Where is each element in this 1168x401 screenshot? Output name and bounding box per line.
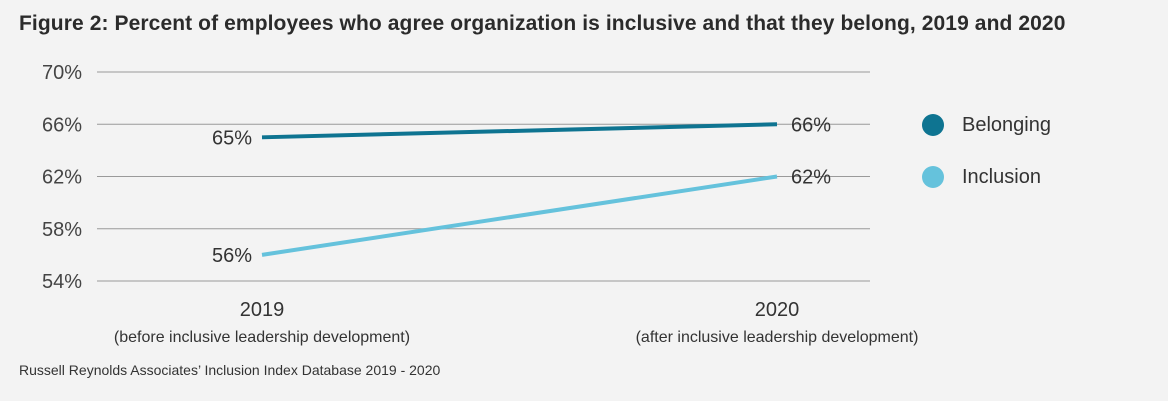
y-tick-label: 62% xyxy=(42,167,82,189)
series-line-inclusion xyxy=(261,174,778,257)
y-tick-label: 54% xyxy=(42,271,82,293)
data-labels: 65% 66% 56% 62% xyxy=(212,114,831,267)
legend-label-inclusion: Inclusion xyxy=(962,166,1041,188)
data-label-belonging-2019: 65% xyxy=(212,127,252,149)
legend-label-belonging: Belonging xyxy=(962,114,1051,136)
legend: Belonging Inclusion xyxy=(922,114,1051,188)
source-note: Russell Reynolds Associates’ Inclusion I… xyxy=(19,362,441,378)
x-category-label: 2020 xyxy=(755,299,800,321)
y-tick-label: 66% xyxy=(42,114,82,136)
x-category-label: 2019 xyxy=(240,299,285,321)
x-category-sublabel: (after inclusive leadership development) xyxy=(636,329,919,346)
legend-marker-inclusion xyxy=(922,166,944,188)
y-tick-label: 70% xyxy=(42,62,82,84)
series-lines xyxy=(261,122,778,257)
data-label-inclusion-2020: 62% xyxy=(791,167,831,189)
chart-title: Figure 2: Percent of employees who agree… xyxy=(19,12,1066,35)
series-line-belonging xyxy=(261,122,778,140)
y-tick-label: 58% xyxy=(42,219,82,241)
data-label-belonging-2020: 66% xyxy=(791,114,831,136)
data-label-inclusion-2019: 56% xyxy=(212,245,252,267)
y-axis-ticks: 54% 58% 62% 66% 70% xyxy=(42,62,82,293)
x-category-sublabel: (before inclusive leadership development… xyxy=(114,329,410,346)
legend-marker-belonging xyxy=(922,114,944,136)
x-axis-categories: 2019 (before inclusive leadership develop… xyxy=(114,299,918,346)
